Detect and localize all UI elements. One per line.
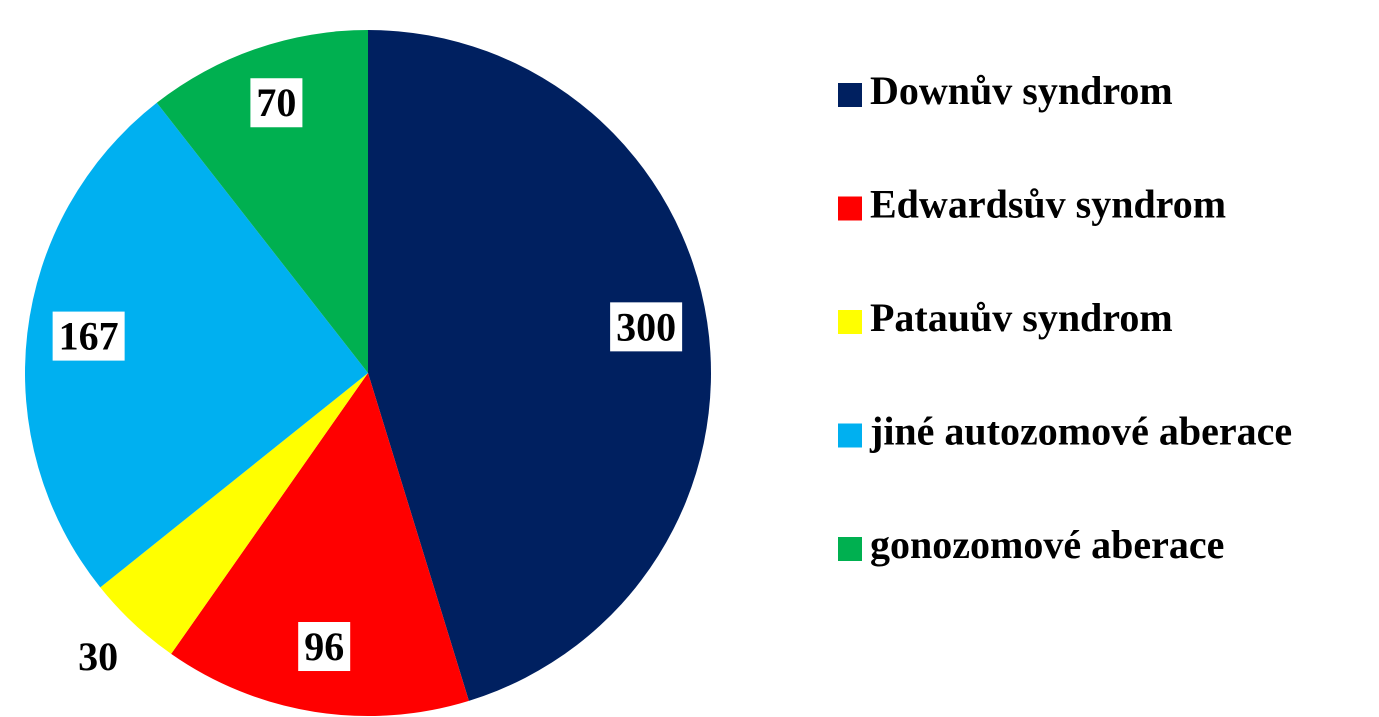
- data-label-box: [52, 311, 125, 361]
- pie-slice: [171, 373, 469, 716]
- legend-label: Edwardsův syndrom: [870, 182, 1226, 227]
- data-label-box: [250, 78, 303, 128]
- legend-label: Downův syndrom: [870, 68, 1173, 113]
- data-label: 30: [78, 634, 118, 679]
- legend-swatch: [838, 83, 862, 107]
- legend-label: jiné autozomové aberace: [869, 409, 1292, 454]
- data-label-box: [610, 302, 683, 352]
- data-label: 167: [59, 314, 119, 359]
- pie-slice: [368, 30, 711, 701]
- pie-slice: [25, 102, 368, 588]
- pie-slice: [156, 29, 368, 373]
- pie-slice: [100, 373, 368, 654]
- legend-label: Patauův syndrom: [870, 295, 1173, 340]
- legend-swatch: [838, 196, 862, 221]
- legend-label: gonozomové aberace: [870, 522, 1224, 567]
- data-label: 96: [304, 624, 344, 669]
- legend-swatch: [838, 537, 862, 561]
- data-label: 70: [256, 80, 296, 125]
- legend-swatch: [838, 423, 862, 448]
- legend-swatch: [838, 310, 862, 334]
- data-label-box: [298, 622, 351, 672]
- data-label: 300: [616, 304, 676, 349]
